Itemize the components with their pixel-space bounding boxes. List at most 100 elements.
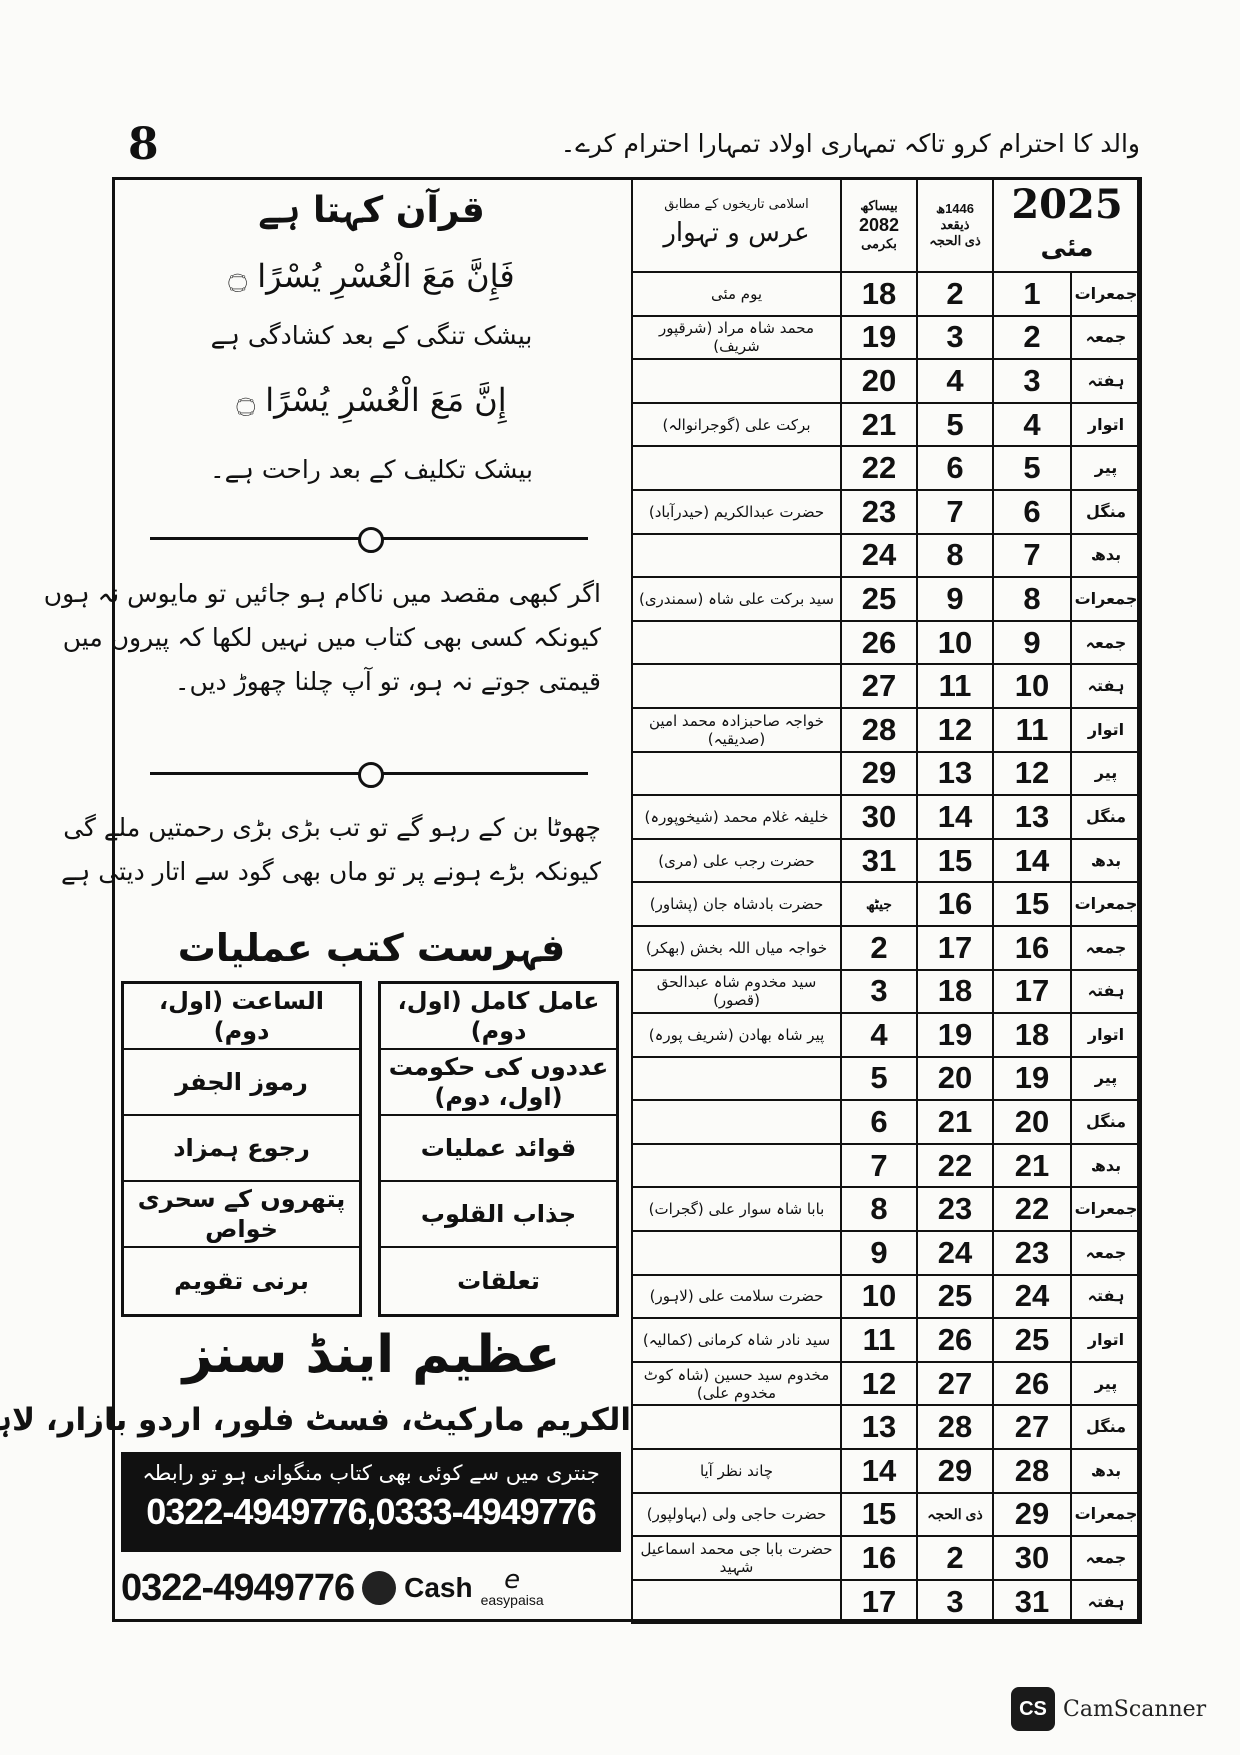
events-title: عرس و تہوار: [663, 218, 810, 248]
weekday: جمعرات: [1069, 1186, 1143, 1233]
bikrami-date: 12: [840, 1360, 918, 1407]
month-name: مئی: [1040, 233, 1094, 263]
calendar-row: 20 4 3 ہفتہ: [631, 358, 1143, 404]
quran-translation-2: بیشک تکلیف کے بعد راحت ہے۔: [209, 455, 534, 484]
bikrami-date: 20: [840, 358, 918, 404]
publisher-name: عظیم اینڈ سنز: [182, 1325, 561, 1385]
bikrami-date: 27: [840, 663, 918, 709]
event-cell: مخدوم سید حسین (شاہ کوٹ مخدوم علی): [631, 1360, 842, 1407]
event-cell: برکت علی (گوجرانوالہ): [631, 401, 842, 448]
book-item: عامل کامل (اول، دوم): [381, 984, 616, 1050]
weekday: جمعہ: [1069, 314, 1143, 361]
gregorian-date: 21: [992, 1142, 1072, 1189]
jazzcash-logo-icon: [362, 1571, 397, 1605]
bikrami-date: 28: [840, 706, 918, 753]
quran-translation-1: بیشک تنگی کے بعد کشادگی ہے: [210, 321, 533, 350]
islamic-date: 10: [916, 619, 994, 666]
bikrami-date: 8: [840, 1186, 918, 1233]
event-cell: [631, 663, 842, 709]
weekday: اتوار: [1069, 1317, 1143, 1363]
weekday: پیر: [1069, 750, 1143, 797]
weekday: پیر: [1069, 1360, 1143, 1407]
islamic-date: 7: [916, 488, 994, 535]
calendar-row: حضرت بادشاہ جان (پشاور) جیٹھ 16 15 جمعرات: [631, 881, 1143, 927]
books-title: فہرست کتب عملیات: [177, 926, 566, 970]
calendar-row: 9 24 23 جمعہ: [631, 1230, 1143, 1276]
islamic-date: 3: [916, 314, 994, 361]
bikrami-date: 30: [840, 794, 918, 840]
bikrami-date: 25: [840, 576, 918, 622]
bikrami-date: 13: [840, 1404, 918, 1451]
islamic-date: 14: [916, 794, 994, 840]
event-cell: [631, 1055, 842, 1102]
divider: [150, 762, 588, 788]
weekday: جمعرات: [1069, 1491, 1143, 1538]
book-item: برنی تقویم: [174, 1267, 309, 1295]
event-cell: چاند نظر آیا: [631, 1448, 842, 1494]
event-cell: [631, 750, 842, 797]
islamic-date: 16: [916, 881, 994, 927]
gregorian-date: 12: [992, 750, 1072, 797]
event-cell: [631, 358, 842, 404]
weekday: جمعہ: [1069, 1230, 1143, 1276]
book-item: پتھروں کے سحری خواص: [124, 1182, 359, 1248]
weekday: منگل: [1069, 1099, 1143, 1145]
paragraph-1: اگر کبھی مقصد میں ناکام ہو جائیں تو مایو…: [43, 572, 631, 704]
gregorian-date: 13: [992, 794, 1072, 840]
gregorian-date: 19: [992, 1055, 1072, 1102]
islamic-date: 21: [916, 1099, 994, 1145]
calendar-row: 29 13 12 پیر: [631, 750, 1143, 797]
islamic-date: 19: [916, 1012, 994, 1058]
bikrami-date: 11: [840, 1317, 918, 1363]
easypaisa-logo: e easypaisa: [481, 1567, 544, 1608]
calendar-row: 27 11 10 ہفتہ: [631, 663, 1143, 709]
contact-phones: 0322-4949776,0333-4949776: [146, 1491, 596, 1532]
calendar-row: برکت علی (گوجرانوالہ) 21 5 4 اتوار: [631, 401, 1143, 448]
event-cell: حضرت رجب علی (مری): [631, 837, 842, 884]
calendar-row: 17 3 31 ہفتہ: [631, 1578, 1143, 1625]
books-list-right: عامل کامل (اول، دوم) عددوں کی حکومت (اول…: [378, 981, 619, 1317]
calendar-row: یوم مئی 18 2 1 جمعرات: [631, 271, 1143, 317]
bikrami-header: بیساکھ 2082 بکرمی: [840, 177, 918, 273]
islamic-year: 1446ھ: [936, 201, 974, 216]
bikrami-date: 31: [840, 837, 918, 884]
islamic-header: 1446ھ ذیقعد ذی الحجہ: [916, 177, 994, 273]
weekday: جمعہ: [1069, 924, 1143, 971]
event-cell: [631, 532, 842, 579]
islamic-month-1: ذیقعد: [940, 217, 970, 232]
may-calendar-table: اسلامی تاریخوں کے مطابق عرس و تہوار بیسا…: [631, 177, 1143, 1625]
event-cell: محمد شاہ مراد (شرقپور شریف): [631, 314, 842, 361]
islamic-date: 12: [916, 706, 994, 753]
islamic-date: ذی الحجہ: [916, 1491, 994, 1538]
islamic-date: 2: [916, 1535, 994, 1581]
calendar-row: خواجہ صاحبزادہ محمد امین (صدیقیہ) 28 12 11 ا…: [631, 706, 1143, 753]
islamic-date: 29: [916, 1448, 994, 1494]
event-cell: [631, 1404, 842, 1451]
gregorian-date: 1: [992, 271, 1072, 317]
event-cell: [631, 1230, 842, 1276]
event-cell: حضرت عبدالکریم (حیدرآباد): [631, 488, 842, 535]
events-header: اسلامی تاریخوں کے مطابق عرس و تہوار: [631, 177, 842, 273]
bikrami-label: بکرمی: [861, 236, 897, 251]
weekday: بدھ: [1069, 1142, 1143, 1189]
islamic-date: 2: [916, 271, 994, 317]
quran-title: قرآن کہتا ہے: [258, 190, 485, 231]
islamic-date: 17: [916, 924, 994, 971]
calendar-row: 6 21 20 منگل: [631, 1099, 1143, 1145]
book-item: قوائد عملیات: [381, 1116, 616, 1182]
publisher-address: الکریم مارکیٹ، فسٹ فلور، اردو بازار، لاہ…: [0, 1402, 631, 1438]
event-cell: خواجہ میاں اللہ بخش (بھکر): [631, 924, 842, 971]
gregorian-date: 7: [992, 532, 1072, 579]
gregorian-date: 5: [992, 445, 1072, 491]
islamic-date: 6: [916, 445, 994, 491]
paragraph-line: اگر کبھی مقصد میں ناکام ہو جائیں تو مایو…: [43, 579, 601, 608]
gregorian-date: 22: [992, 1186, 1072, 1233]
gregorian-date: 15: [992, 881, 1072, 927]
bikrami-date: 5: [840, 1055, 918, 1102]
islamic-date: 27: [916, 1360, 994, 1407]
calendar-row: مخدوم سید حسین (شاہ کوٹ مخدوم علی) 12 27 26…: [631, 1360, 1143, 1407]
calendar-row: حضرت حاجی ولی (بہاولپور) 15 ذی الحجہ 29 جمعر…: [631, 1491, 1143, 1538]
bikrami-date: 6: [840, 1099, 918, 1145]
calendar-row: حضرت رجب علی (مری) 31 15 14 بدھ: [631, 837, 1143, 884]
weekday: اتوار: [1069, 706, 1143, 753]
